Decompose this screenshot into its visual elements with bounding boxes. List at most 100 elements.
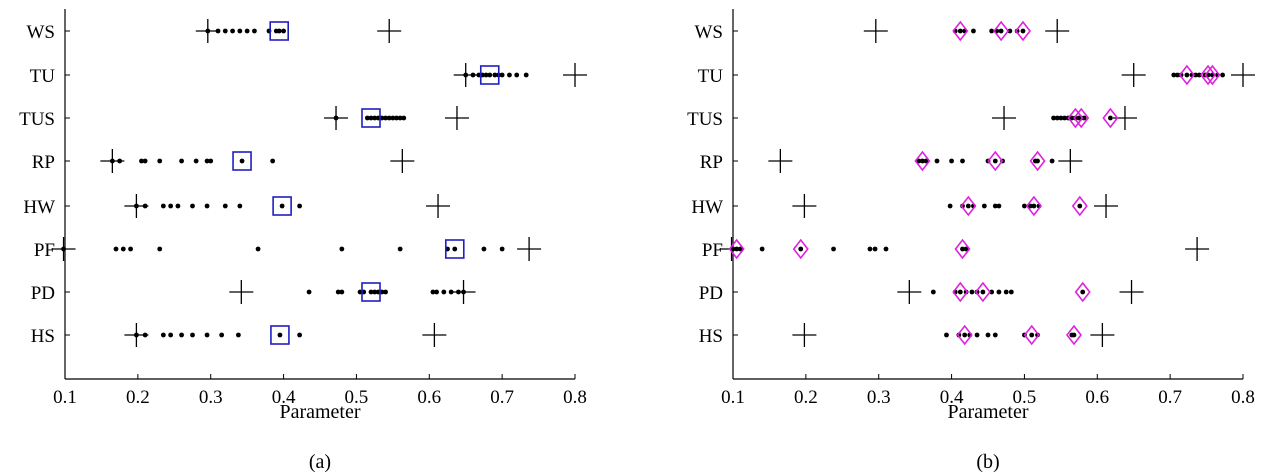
data-point-a (139, 158, 144, 164)
data-point-a (397, 246, 403, 252)
data-point-b (1193, 72, 1199, 78)
highlight-marker-b (1065, 324, 1082, 346)
data-point-a (157, 158, 163, 164)
category-row-hw-b: HW (691, 194, 1119, 218)
data-point-a (255, 246, 261, 252)
category-row-tus-b: TUS (687, 106, 1137, 130)
data-point-b (960, 246, 965, 252)
x-tick-label-b: 0.5 (1013, 387, 1037, 408)
data-point-b (923, 158, 929, 164)
category-label-b: HS (699, 326, 723, 347)
highlight-marker-b (1073, 107, 1090, 129)
data-point-b (996, 289, 1002, 295)
data-point-b (947, 203, 953, 209)
data-point-a (252, 28, 257, 34)
data-point-a (333, 115, 339, 121)
data-point-b (962, 332, 968, 338)
category-label-b: RP (700, 152, 723, 173)
data-point-b (1175, 72, 1180, 78)
highlight-marker-a (269, 21, 290, 41)
x-tick-label-b: 0.1 (721, 387, 745, 408)
data-point-b (1007, 28, 1013, 34)
range-marker-b (792, 194, 817, 218)
highlight-marker-b (956, 324, 973, 346)
data-point-a (109, 158, 115, 164)
range-marker-b (1231, 63, 1255, 87)
data-point-b (1022, 203, 1027, 209)
x-tick-label-a: 0.7 (490, 387, 514, 408)
range-marker-a (426, 194, 451, 218)
category-label-a: RP (32, 152, 55, 173)
x-tick-label-a: 0.8 (563, 387, 587, 408)
x-tick-label-b: 0.2 (794, 387, 818, 408)
category-row-ws-b: WS (695, 19, 1070, 43)
category-row-pd-b: PD (699, 280, 1144, 304)
range-marker-b (1119, 280, 1144, 304)
range-marker-a (229, 280, 254, 304)
data-point-b (920, 158, 925, 164)
x-tick-label-b: 0.3 (867, 387, 891, 408)
data-point-b (867, 246, 873, 252)
x-tick-label-a: 0.2 (126, 387, 150, 408)
panel-label-a: (a) (309, 451, 331, 473)
panel-a: 0.1 0.2 0.3 0.4 0.5 0.6 0.7 0.8 WS TU TUS RP HW PF PD H… (19, 9, 587, 473)
data-point-a (452, 246, 458, 252)
category-row-tu-b: TU (698, 63, 1255, 87)
category-label-a: PF (34, 240, 55, 261)
data-point-a (481, 246, 487, 252)
data-point-a (523, 72, 529, 78)
range-marker-b (1094, 194, 1119, 218)
category-label-b: HW (691, 197, 723, 218)
data-point-b (992, 203, 998, 209)
data-point-a (204, 158, 210, 164)
data-point-a (190, 332, 195, 338)
data-point-a (157, 246, 163, 252)
data-point-a (205, 28, 211, 34)
x-tick-label-b: 0.4 (940, 387, 964, 408)
data-point-b (1020, 28, 1026, 34)
range-marker-b (992, 106, 1017, 130)
data-point-a (383, 289, 388, 295)
plot-area-b: 0.1 0.2 0.3 0.4 0.5 0.6 0.7 0.8 WS TU TUS RP HW PF PD H… (687, 9, 1255, 408)
range-marker-b (792, 323, 817, 347)
data-point-a (499, 72, 505, 78)
data-point-a (237, 203, 243, 209)
category-label-a: TUS (19, 109, 55, 130)
data-point-a (179, 158, 184, 164)
data-point-a (204, 332, 210, 338)
category-label-a: HW (23, 197, 55, 218)
plot-area-a: 0.1 0.2 0.3 0.4 0.5 0.6 0.7 0.8 WS TU TUS RP HW PF PD H… (19, 9, 587, 408)
data-point-a (120, 246, 126, 252)
data-point-a (244, 28, 250, 34)
x-axis-title-b: Parameter (947, 401, 1028, 423)
range-marker-a (390, 149, 415, 173)
x-tick-label-b: 0.7 (1158, 387, 1182, 408)
data-point-b (1054, 115, 1060, 121)
data-point-a (306, 289, 312, 295)
category-row-pf-b: PF (702, 237, 1210, 261)
data-point-b (734, 246, 740, 252)
category-label-a: TU (30, 66, 56, 87)
data-point-b (1077, 203, 1083, 209)
data-point-b (730, 246, 736, 252)
highlight-marker-b (960, 195, 977, 217)
data-point-a (297, 203, 302, 209)
panel-b: 0.1 0.2 0.3 0.4 0.5 0.6 0.7 0.8 WS TU TUS RP HW PF PD H… (687, 9, 1255, 473)
highlight-marker-b (1204, 64, 1221, 86)
data-point-b (981, 203, 987, 209)
highlight-marker-b (914, 150, 931, 172)
data-point-a (179, 332, 184, 338)
category-row-hs-a: HS (31, 323, 447, 347)
data-point-a (507, 72, 512, 78)
data-point-a (401, 115, 407, 121)
highlight-marker-b (974, 281, 991, 303)
data-point-a (279, 203, 285, 209)
data-point-a (499, 246, 505, 252)
data-point-b (1003, 289, 1009, 295)
range-marker-b (1058, 149, 1083, 173)
data-point-a (117, 158, 123, 164)
category-label-a: PD (31, 283, 55, 304)
x-tick-label-a: 0.3 (199, 387, 223, 408)
data-point-a (142, 332, 148, 338)
highlight-marker-b (728, 238, 745, 260)
